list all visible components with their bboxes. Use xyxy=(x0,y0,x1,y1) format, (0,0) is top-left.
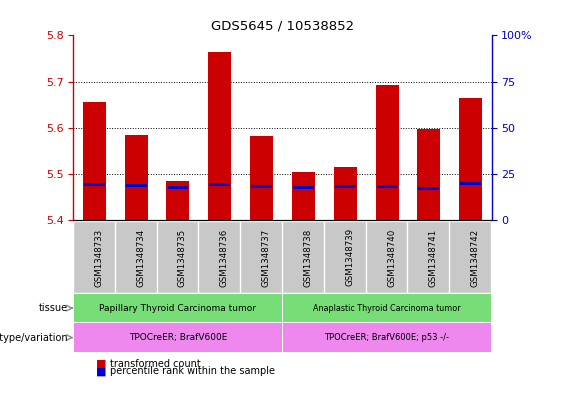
Text: GSM1348739: GSM1348739 xyxy=(345,228,354,286)
Text: percentile rank within the sample: percentile rank within the sample xyxy=(110,366,275,376)
Bar xyxy=(208,51,231,220)
Text: GSM1348741: GSM1348741 xyxy=(429,228,438,286)
Bar xyxy=(460,182,481,185)
Bar xyxy=(126,184,146,187)
Text: GSM1348736: GSM1348736 xyxy=(220,228,229,286)
Text: GSM1348737: GSM1348737 xyxy=(262,228,271,286)
Bar xyxy=(459,98,482,220)
Text: GSM1348740: GSM1348740 xyxy=(387,228,396,286)
Text: transformed count: transformed count xyxy=(110,358,201,369)
Text: tissue: tissue xyxy=(38,303,68,313)
Text: Papillary Thyroid Carcinoma tumor: Papillary Thyroid Carcinoma tumor xyxy=(99,304,257,312)
Bar xyxy=(418,129,440,220)
Bar xyxy=(334,167,357,220)
Bar xyxy=(292,172,315,220)
Bar xyxy=(83,102,106,220)
Bar xyxy=(125,135,147,220)
Bar xyxy=(251,185,272,188)
Bar xyxy=(168,186,188,189)
Bar xyxy=(210,183,230,186)
Text: TPOCreER; BrafV600E; p53 -/-: TPOCreER; BrafV600E; p53 -/- xyxy=(324,333,450,342)
Text: ■: ■ xyxy=(96,358,107,369)
Text: GSM1348734: GSM1348734 xyxy=(136,228,145,286)
Bar xyxy=(293,186,314,189)
Bar xyxy=(84,183,105,186)
Bar xyxy=(250,136,273,220)
Text: GSM1348738: GSM1348738 xyxy=(303,228,312,286)
Text: ■: ■ xyxy=(96,366,107,376)
Text: GSM1348742: GSM1348742 xyxy=(471,228,480,286)
Bar xyxy=(419,187,439,189)
Bar xyxy=(167,181,189,220)
Text: TPOCreER; BrafV600E: TPOCreER; BrafV600E xyxy=(129,333,227,342)
Text: GSM1348733: GSM1348733 xyxy=(94,228,103,286)
Text: Anaplastic Thyroid Carcinoma tumor: Anaplastic Thyroid Carcinoma tumor xyxy=(313,304,461,312)
Bar xyxy=(335,185,355,188)
Text: genotype/variation: genotype/variation xyxy=(0,332,68,343)
Title: GDS5645 / 10538852: GDS5645 / 10538852 xyxy=(211,20,354,33)
Bar xyxy=(377,185,397,188)
Bar xyxy=(376,85,398,220)
Text: GSM1348735: GSM1348735 xyxy=(178,228,187,286)
